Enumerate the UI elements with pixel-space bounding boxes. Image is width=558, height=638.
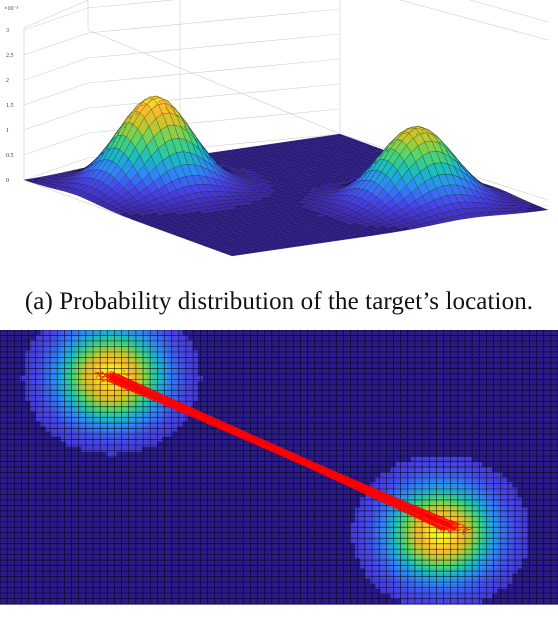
heatmap-plot: [0, 330, 558, 605]
z-tick-label: 2: [6, 78, 9, 84]
z-exponent-label: ×10⁻³: [4, 6, 19, 12]
z-tick-label: 0.5: [6, 153, 14, 159]
z-tick-label: 0: [6, 178, 9, 184]
caption-a: (a) Probability distribution of the targ…: [24, 288, 534, 315]
z-tick-label: 1.5: [6, 103, 14, 109]
z-tick-label: 3: [6, 28, 9, 34]
trajectory: [93, 370, 473, 535]
surface-mesh: [23, 95, 549, 257]
z-tick-label: 2.5: [6, 53, 14, 59]
z-tick-label: 1: [6, 128, 9, 134]
heatmap-grid: [0, 330, 558, 605]
surface-plot: 0 0.5 1 1.5 2 2.5 3 ×10⁻³: [4, 0, 549, 257]
z-axis-ticks: 0 0.5 1 1.5 2 2.5 3: [6, 28, 14, 184]
